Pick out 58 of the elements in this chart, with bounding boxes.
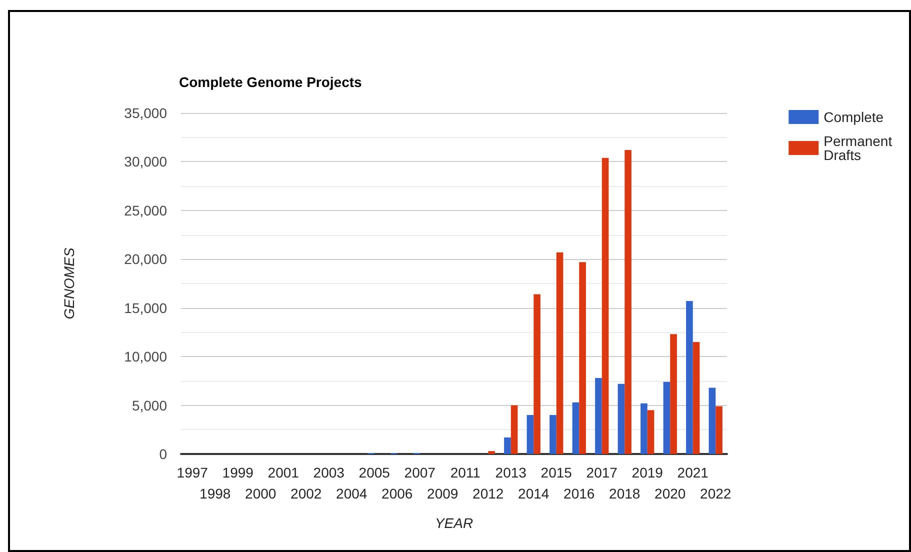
y-tick-label: 30,000 — [124, 154, 168, 170]
bar — [686, 301, 693, 454]
y-tick-label: 20,000 — [124, 251, 168, 268]
x-tick-label: 2001 — [268, 464, 300, 480]
bar — [647, 410, 654, 454]
bar — [526, 415, 534, 454]
x-axis-title: YEAR — [434, 515, 474, 531]
x-tick-label: 2002 — [290, 486, 322, 502]
y-tick-label: 15,000 — [124, 300, 168, 316]
x-tick-label: 2007 — [404, 464, 436, 480]
x-tick-label: 1999 — [222, 464, 254, 480]
x-tick-label: 2000 — [245, 486, 276, 502]
x-tick-label: 2011 — [450, 464, 481, 480]
bar — [572, 402, 580, 454]
x-tick-label: 2013 — [495, 464, 527, 480]
y-tick-label: 25,000 — [124, 202, 168, 218]
bar — [716, 406, 722, 454]
x-tick-label: 2018 — [609, 486, 640, 502]
x-tick-label: 2017 — [586, 464, 618, 480]
x-tick-label: 2022 — [700, 486, 732, 502]
bar — [618, 384, 625, 454]
bar — [595, 378, 602, 454]
bar — [624, 150, 632, 454]
x-tick-label: 2009 — [427, 486, 458, 502]
x-tick-label: 2003 — [313, 464, 345, 480]
x-tick-label: 2021 — [677, 464, 709, 480]
bar — [556, 252, 564, 454]
bar — [488, 451, 495, 454]
y-tick-label: 10,000 — [124, 348, 168, 365]
bar — [670, 334, 677, 454]
bar — [692, 342, 700, 454]
x-tick-label: 2014 — [518, 486, 550, 502]
x-tick-label: 2006 — [382, 486, 413, 502]
x-tick-label: 1997 — [176, 464, 208, 480]
x-tick-label: 2005 — [358, 464, 390, 480]
chart-title: Complete Genome Projects — [179, 74, 362, 90]
bar — [504, 437, 511, 454]
bar — [640, 403, 648, 454]
bar — [579, 262, 586, 454]
bar — [534, 294, 540, 454]
x-tick-label: 2015 — [540, 464, 572, 480]
bar — [663, 382, 670, 454]
bar — [550, 415, 556, 454]
legend-label: Complete — [824, 109, 884, 125]
x-tick-label: 2016 — [564, 486, 595, 502]
y-tick-label: 35,000 — [124, 105, 168, 121]
y-tick-label: 5,000 — [132, 397, 168, 414]
x-tick-label: 2019 — [632, 464, 664, 480]
bar — [708, 388, 716, 454]
bar — [602, 158, 609, 454]
y-tick-label: 0 — [159, 446, 168, 462]
x-tick-label: 1998 — [200, 486, 231, 502]
x-tick-label: 2012 — [472, 486, 504, 502]
legend-label: Permanent Drafts — [824, 133, 896, 163]
x-tick-label: 2004 — [336, 486, 368, 502]
bar — [510, 405, 518, 454]
x-tick-label: 2020 — [654, 486, 686, 502]
y-axis-title: GENOMES — [61, 247, 77, 320]
